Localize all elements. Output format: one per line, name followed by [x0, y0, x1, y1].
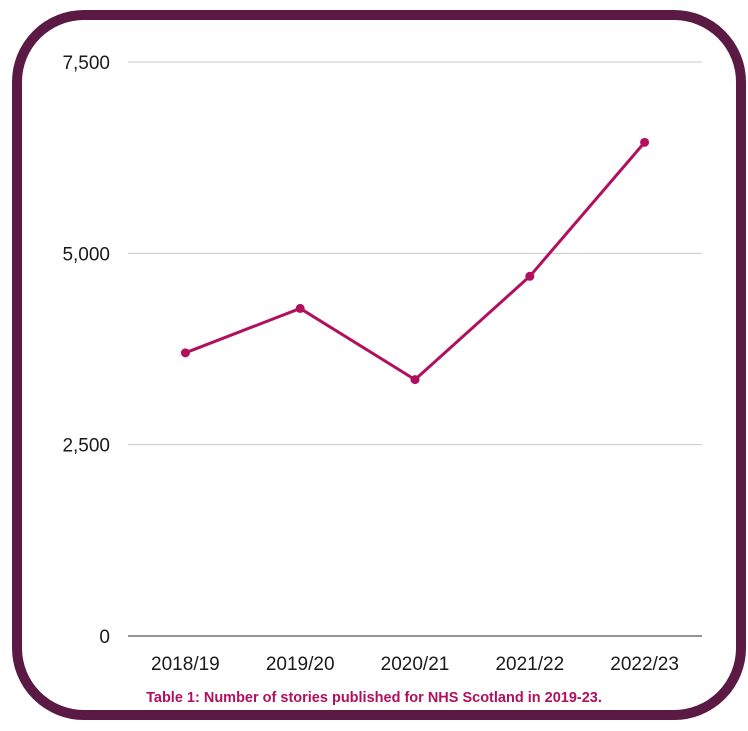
data-point: [180, 348, 190, 358]
y-axis: 0 2,500 5,000 7,500: [62, 53, 110, 648]
series-layer: [180, 137, 650, 385]
y-tick-label: 0: [99, 627, 110, 648]
data-point: [525, 271, 535, 281]
x-tick-label: 2018/19: [151, 654, 220, 675]
y-tick-label: 7,500: [62, 53, 110, 74]
x-tick-label: 2020/21: [381, 654, 450, 675]
grid-layer: [128, 61, 702, 637]
x-tick-label: 2021/22: [495, 654, 564, 675]
data-point: [295, 303, 305, 313]
x-tick-label: 2022/23: [610, 654, 679, 675]
data-point: [410, 375, 420, 385]
y-tick-label: 2,500: [62, 436, 110, 457]
chart-frame: [12, 10, 746, 720]
y-tick-label: 5,000: [62, 244, 110, 265]
series-line: [184, 141, 646, 382]
x-tick-label: 2019/20: [266, 654, 335, 675]
x-axis: 2018/19 2019/20 2020/21 2021/22 2022/23: [151, 654, 679, 675]
data-point: [640, 137, 650, 147]
chart-caption: Table 1: Number of stories published for…: [146, 690, 602, 706]
